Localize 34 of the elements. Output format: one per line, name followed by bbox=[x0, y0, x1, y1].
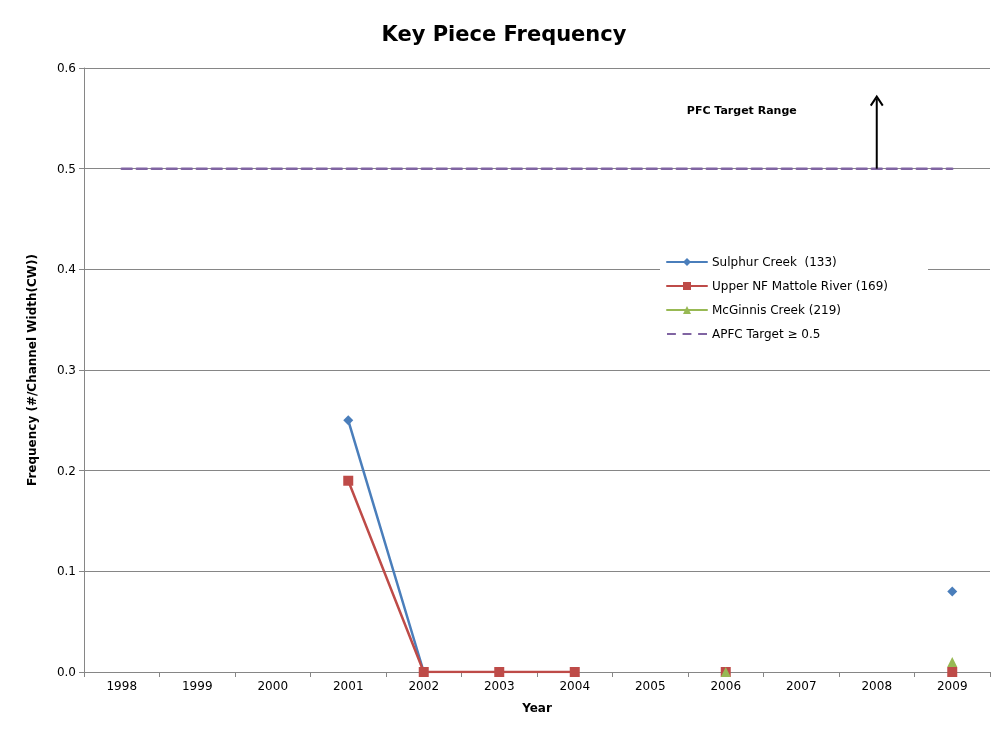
point bbox=[569, 667, 580, 677]
x-tick-label: 1998 bbox=[106, 679, 138, 693]
y-tick-label: 0.4 bbox=[56, 262, 76, 277]
x-tick-label: 2005 bbox=[634, 679, 666, 693]
x-axis-title: Year bbox=[521, 701, 552, 715]
x-tick-label: 2001 bbox=[332, 679, 364, 693]
annotation: PFC Target Range bbox=[686, 104, 797, 118]
x-tick-label: 2002 bbox=[408, 679, 440, 693]
x-tick-label: 2003 bbox=[483, 679, 515, 693]
point bbox=[947, 656, 958, 667]
legend-label: McGinnis Creek (219) bbox=[712, 303, 842, 317]
y-tick-label: 0.2 bbox=[56, 463, 76, 478]
x-tick-label: 2000 bbox=[257, 679, 289, 693]
legend-label: Upper NF Mattole River (169) bbox=[712, 279, 889, 293]
x-tick-label: 2009 bbox=[936, 679, 968, 693]
x-tick-label: 2006 bbox=[710, 679, 742, 693]
y-tick-label: 0.3 bbox=[56, 363, 76, 377]
legend-label: Sulphur Creek (133) bbox=[712, 255, 837, 269]
y-tick-label: 0.0 bbox=[56, 665, 76, 679]
point bbox=[947, 667, 958, 677]
chart-title: Key Piece Frequency bbox=[381, 21, 627, 46]
y-tick-label: 0.6 bbox=[56, 61, 76, 75]
x-tick-label: 2007 bbox=[785, 679, 817, 693]
x-tick-label: 2004 bbox=[559, 679, 591, 693]
legend-label: APFC Target ≥ 0.5 bbox=[712, 327, 821, 341]
y-tick-label: 0.1 bbox=[56, 564, 76, 579]
point bbox=[343, 475, 354, 486]
x-tick-label: 1999 bbox=[181, 679, 213, 693]
x-tick-label: 2008 bbox=[861, 679, 893, 693]
point bbox=[947, 586, 958, 597]
point bbox=[343, 415, 354, 426]
point bbox=[494, 667, 505, 677]
y-tick-label: 0.5 bbox=[56, 161, 76, 176]
y-axis-title: Frequency (#/Channel Width(CW)) bbox=[25, 253, 39, 487]
